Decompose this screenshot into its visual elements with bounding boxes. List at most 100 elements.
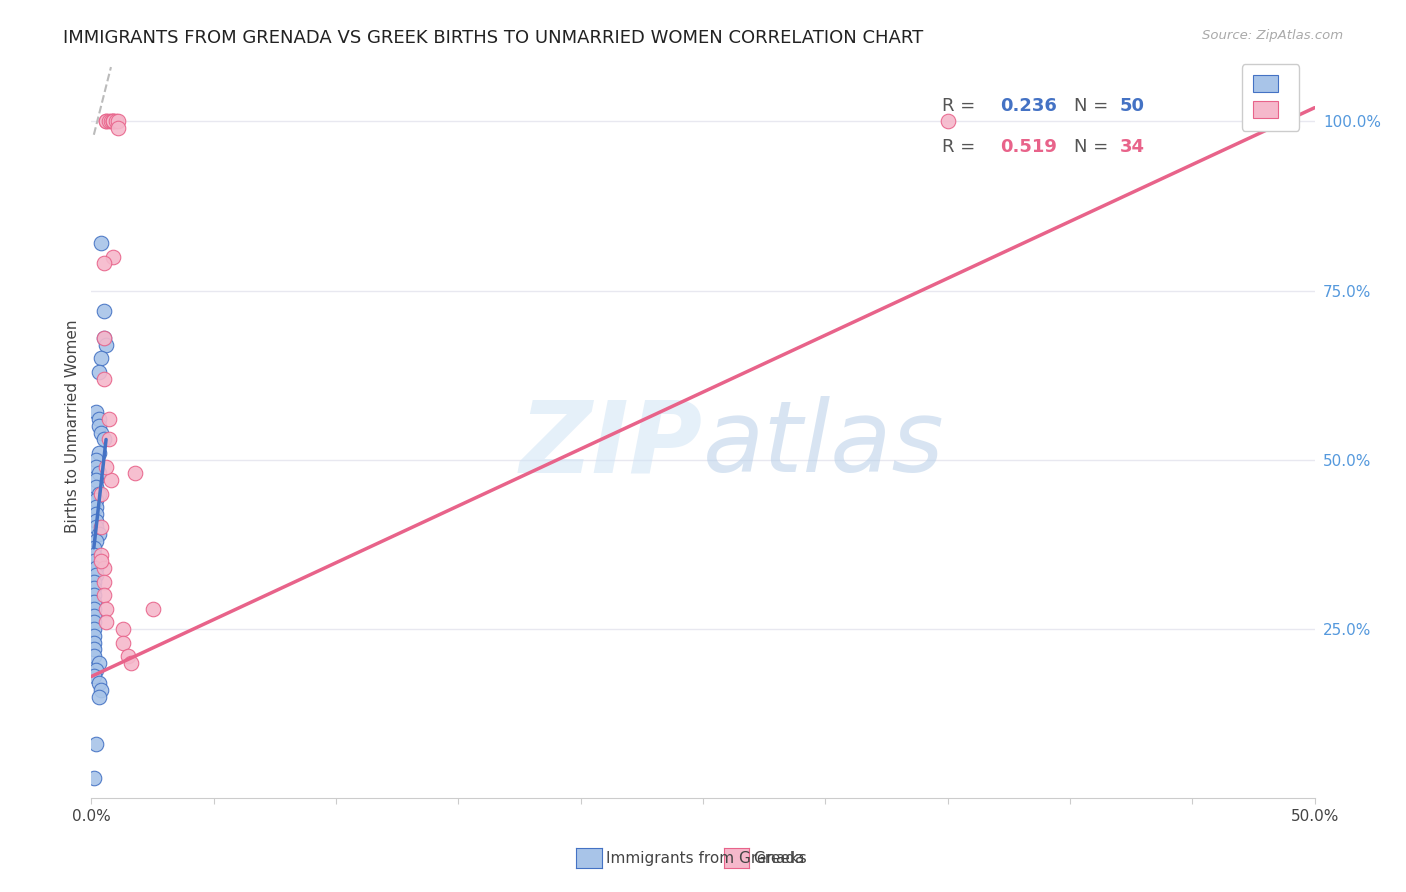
Point <box>83 608 105 623</box>
Point <box>90 236 112 251</box>
Point <box>90 351 112 366</box>
Point <box>83 649 105 664</box>
Point <box>94 615 117 630</box>
Point <box>83 635 105 649</box>
Point <box>97 412 120 426</box>
Point <box>90 548 112 562</box>
Point <box>87 412 110 426</box>
Point <box>83 601 105 615</box>
Point <box>83 642 105 657</box>
Point <box>120 656 142 670</box>
Point <box>117 649 139 664</box>
Point <box>103 114 125 128</box>
Point <box>90 486 112 500</box>
Y-axis label: Births to Unmarried Women: Births to Unmarried Women <box>65 319 80 533</box>
Text: N =: N = <box>1074 96 1114 115</box>
Point <box>83 582 105 596</box>
Point <box>100 473 122 487</box>
Text: IMMIGRANTS FROM GRENADA VS GREEK BIRTHS TO UNMARRIED WOMEN CORRELATION CHART: IMMIGRANTS FROM GRENADA VS GREEK BIRTHS … <box>63 29 924 46</box>
Point <box>83 548 105 562</box>
Point <box>84 480 107 494</box>
Point <box>83 629 105 643</box>
Point <box>112 635 135 649</box>
Text: Source: ZipAtlas.com: Source: ZipAtlas.com <box>1202 29 1343 42</box>
Point <box>112 622 135 636</box>
Point <box>94 114 117 128</box>
Point <box>94 337 117 351</box>
Point <box>84 520 107 534</box>
Point <box>87 467 110 481</box>
Point <box>93 574 115 589</box>
Point <box>87 527 110 541</box>
Point <box>97 433 120 447</box>
Point <box>83 622 105 636</box>
Point <box>84 493 107 508</box>
Point <box>87 419 110 434</box>
Point <box>87 656 110 670</box>
Point <box>93 331 115 345</box>
Point <box>84 568 107 582</box>
Point <box>97 114 120 128</box>
Point <box>83 595 105 609</box>
Point <box>90 683 112 698</box>
Point <box>83 541 105 555</box>
Text: 34: 34 <box>1121 137 1144 155</box>
Text: R =: R = <box>942 137 980 155</box>
Point <box>84 473 107 487</box>
Point <box>94 601 117 615</box>
Point <box>84 534 107 549</box>
Point <box>93 561 115 575</box>
Point <box>83 669 105 683</box>
Point <box>103 114 125 128</box>
Point <box>936 114 959 128</box>
Point <box>93 331 115 345</box>
Point <box>141 601 163 615</box>
Text: N =: N = <box>1074 137 1114 155</box>
Point <box>87 365 110 379</box>
Text: 0.236: 0.236 <box>1000 96 1057 115</box>
Point <box>87 446 110 460</box>
Point <box>94 114 117 128</box>
Point <box>103 250 125 264</box>
Point <box>93 303 115 318</box>
Point <box>100 114 122 128</box>
Point <box>124 467 146 481</box>
Point <box>93 256 115 270</box>
Point <box>107 121 129 136</box>
Point <box>90 554 112 568</box>
Point <box>84 405 107 419</box>
Point <box>104 114 127 128</box>
Point <box>87 486 110 500</box>
Legend: , : , <box>1241 64 1299 130</box>
Point <box>94 459 117 474</box>
Text: 0.519: 0.519 <box>1000 137 1057 155</box>
Point <box>84 459 107 474</box>
Point <box>84 500 107 515</box>
Point <box>83 615 105 630</box>
Point <box>87 676 110 690</box>
Point <box>107 114 129 128</box>
Point <box>90 425 112 440</box>
Point <box>84 507 107 521</box>
Text: 50: 50 <box>1121 96 1144 115</box>
Text: atlas: atlas <box>703 396 945 493</box>
Text: R =: R = <box>942 96 980 115</box>
Point <box>83 771 105 785</box>
Point <box>103 114 125 128</box>
Point <box>93 371 115 385</box>
Point <box>84 452 107 467</box>
Point <box>90 520 112 534</box>
Point <box>93 588 115 602</box>
Point <box>84 514 107 528</box>
Text: ZIP: ZIP <box>520 396 703 493</box>
Point <box>87 690 110 704</box>
Point <box>83 588 105 602</box>
Point <box>93 433 115 447</box>
Point <box>83 574 105 589</box>
Point <box>84 663 107 677</box>
Point <box>83 554 105 568</box>
Point <box>84 737 107 751</box>
Text: Greeks: Greeks <box>754 851 807 865</box>
Point <box>84 561 107 575</box>
Text: Immigrants from Grenada: Immigrants from Grenada <box>606 851 804 865</box>
